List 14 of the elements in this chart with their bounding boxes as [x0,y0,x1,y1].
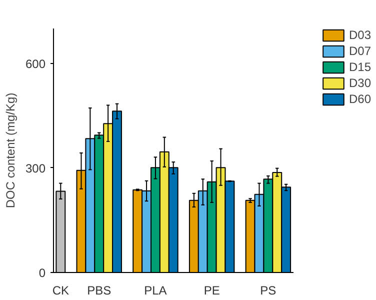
legend-label: D03 [348,28,371,42]
y-axis-title: DOC content (mg/Kg) [3,92,18,208]
x-tick-label: PS [260,284,276,298]
x-tick-label: CK [52,284,69,298]
legend-label: D60 [348,92,371,106]
y-tick-label: 0 [38,266,46,280]
y-tick-label: 300 [25,161,46,176]
x-tick-label: PE [204,284,220,298]
x-tick-label: PBS [87,284,112,298]
legend-label: D07 [348,44,371,58]
legend-label: D15 [348,60,371,74]
legend-label: D30 [348,76,371,90]
x-tick-label: PLA [144,284,167,298]
y-tick-label: 600 [25,56,46,71]
